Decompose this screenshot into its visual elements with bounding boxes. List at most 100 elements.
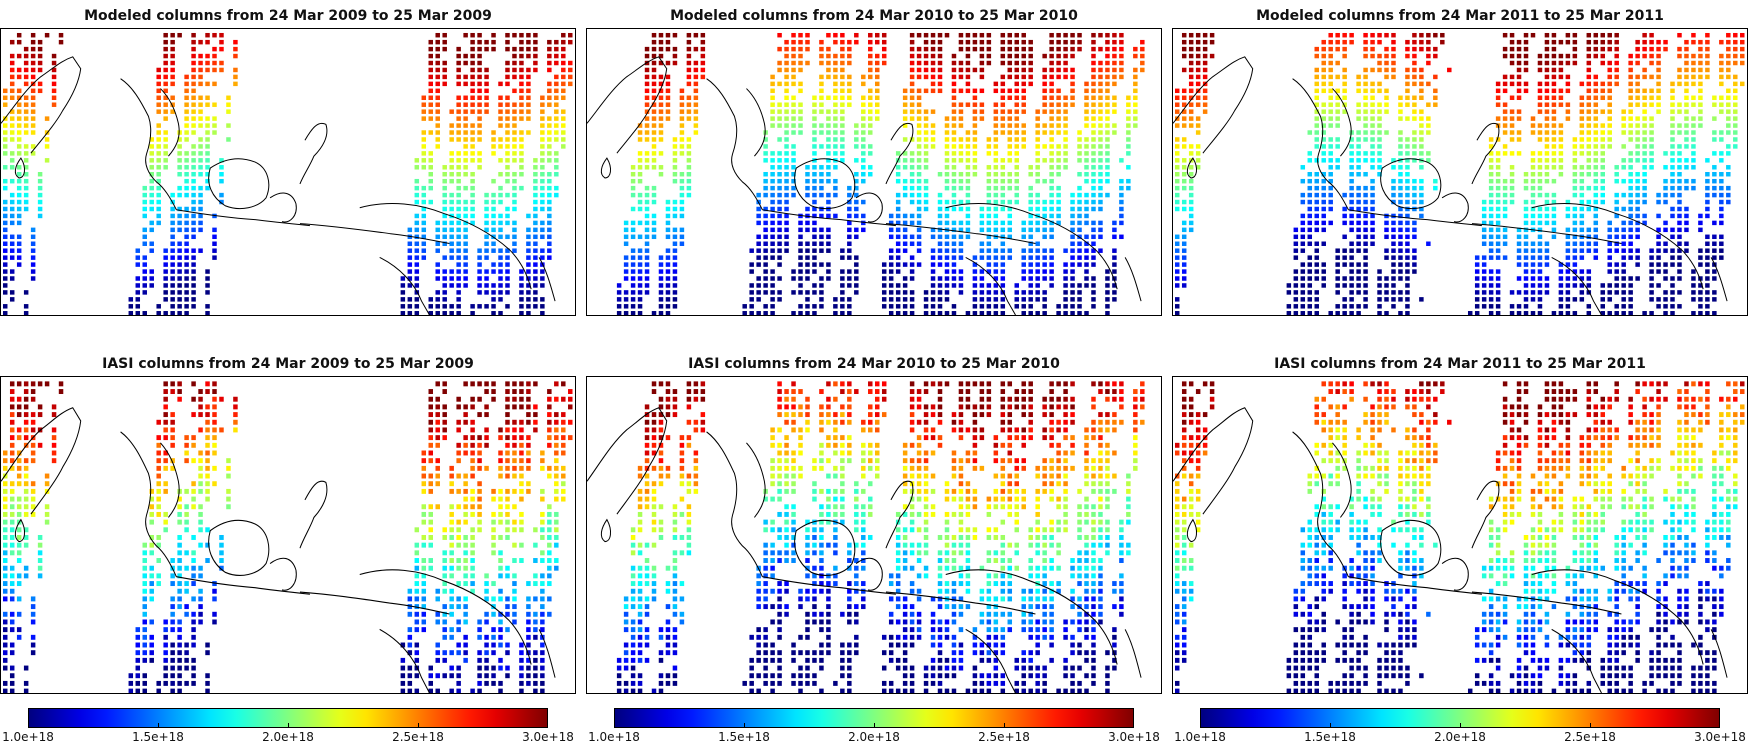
coastline-path [176, 209, 310, 227]
swath-point [944, 213, 950, 219]
swath-point [700, 67, 706, 73]
swath-point [1063, 297, 1068, 302]
swath-point [1112, 297, 1117, 302]
swath-point [1098, 178, 1103, 184]
swath-point [568, 74, 573, 80]
swath-point [1370, 185, 1375, 191]
swath-point [1377, 102, 1382, 107]
swath-point [951, 220, 957, 226]
swath-point [770, 192, 775, 198]
swath-point [1014, 95, 1019, 101]
swath-point [1705, 255, 1710, 260]
swath-point [428, 412, 433, 418]
swath-point [1649, 165, 1654, 170]
swath-point [1370, 227, 1375, 233]
swath-point [658, 123, 664, 128]
swath-point [1091, 123, 1096, 128]
swath-point [16, 458, 22, 464]
swath-point [784, 199, 789, 205]
swath-point [1314, 137, 1319, 142]
swath-point [888, 269, 894, 274]
swath-point [798, 290, 803, 295]
swath-point [812, 220, 817, 226]
swath-point [142, 206, 147, 212]
swath-point [930, 283, 936, 288]
swath-point [428, 389, 433, 395]
swath-point [23, 151, 29, 156]
swath-point [791, 158, 796, 163]
swath-point [1516, 227, 1522, 233]
swath-point [477, 488, 482, 494]
swath-point [9, 220, 15, 226]
swath-point [1565, 60, 1571, 66]
swath-point [826, 116, 831, 121]
swath-point [1370, 192, 1375, 198]
swath-point [951, 311, 957, 315]
swath-point [651, 116, 657, 121]
swath-point [1544, 144, 1550, 149]
swath-point [1628, 130, 1633, 135]
swath-point [554, 511, 559, 517]
swath-point [1593, 88, 1599, 94]
swath-point [923, 123, 929, 128]
swath-point [1677, 192, 1682, 198]
swath-point [498, 496, 503, 502]
swath-point [1384, 109, 1389, 114]
swath-point [512, 123, 517, 128]
swath-point [512, 504, 517, 510]
swath-point [9, 67, 15, 73]
swath-point [1356, 88, 1361, 94]
swath-point [233, 67, 238, 73]
swath-point [693, 74, 699, 80]
swath-point [1642, 165, 1647, 170]
swath-point [1663, 46, 1668, 52]
swath-point [51, 427, 57, 433]
swath-point [1719, 213, 1724, 219]
swath-point [1579, 165, 1585, 170]
swath-point [1642, 67, 1647, 73]
swath-point [630, 276, 636, 281]
swath-point [1007, 144, 1013, 149]
swath-point [637, 130, 643, 135]
swath-point [951, 60, 957, 66]
swath-point [533, 227, 538, 233]
swath-point [463, 220, 468, 226]
swath-point [679, 234, 685, 240]
swath-point [421, 137, 427, 142]
swath-point [1377, 144, 1382, 149]
swath-point [909, 32, 915, 38]
swath-point [1481, 262, 1487, 267]
swath-point [442, 535, 447, 540]
swath-point [163, 389, 168, 395]
swath-point [784, 109, 789, 114]
swath-point [805, 178, 810, 184]
swath-point [1537, 192, 1543, 198]
swath-point [1726, 192, 1731, 198]
swath-point [777, 116, 782, 121]
swath-point [791, 290, 796, 295]
swath-point [1677, 206, 1682, 212]
swath-point [1063, 304, 1068, 309]
swath-point [881, 46, 887, 52]
swath-point [756, 311, 761, 315]
swath-point [1091, 151, 1096, 156]
swath-point [1419, 206, 1424, 212]
swath-point [1426, 130, 1431, 135]
swath-point [30, 95, 36, 101]
swath-point [979, 276, 985, 281]
swath-point [1000, 234, 1006, 240]
swath-point [1342, 304, 1347, 309]
swath-point [1314, 46, 1319, 52]
swath-point [1188, 199, 1194, 205]
swath-point [770, 248, 775, 253]
swath-point [484, 435, 489, 441]
swath-point [777, 165, 782, 170]
swath-point [693, 32, 699, 38]
swath-point [421, 511, 427, 517]
swath-point [2, 137, 8, 142]
swath-point [519, 46, 524, 52]
swath-point [700, 32, 706, 38]
swath-point [700, 53, 706, 59]
swath-point [2, 241, 8, 246]
swath-point [1628, 297, 1633, 302]
